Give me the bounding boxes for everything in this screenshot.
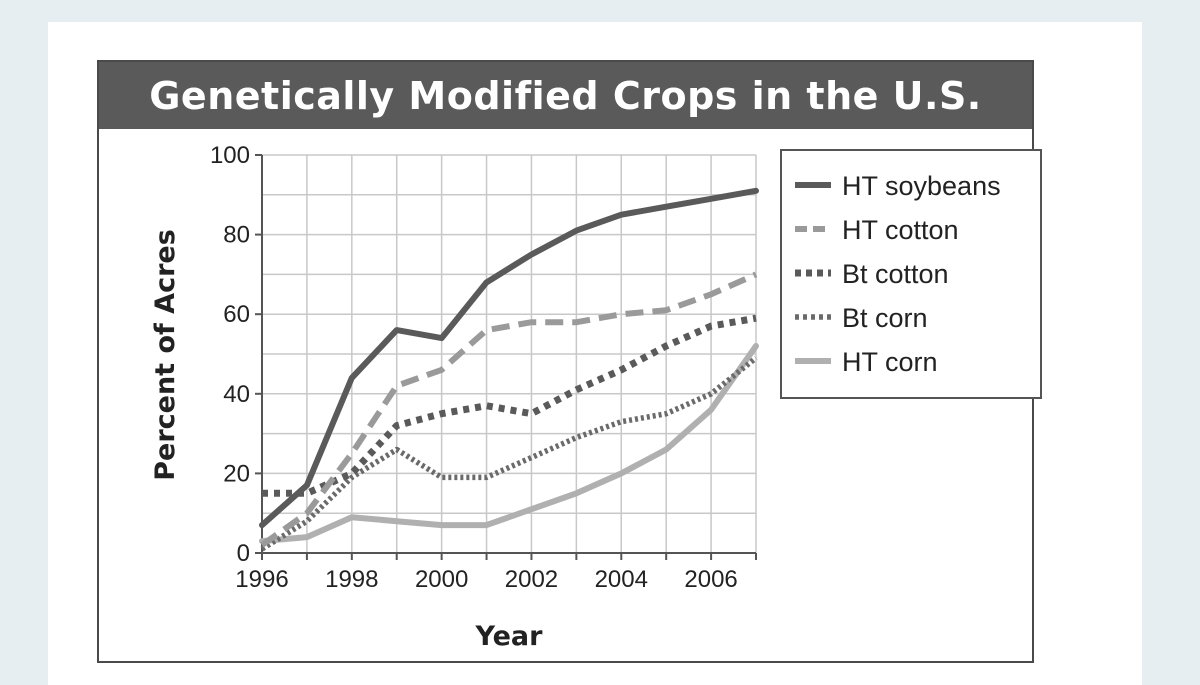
x-tick-label: 2004 [595, 566, 648, 593]
series-line-bt-corn [260, 355, 758, 552]
legend-label: Bt corn [842, 303, 928, 333]
y-tick-label: 60 [223, 301, 250, 328]
series-line-ht-soybeans [259, 187, 759, 529]
legend-label: Bt cotton [842, 259, 949, 289]
y-tick-label: 20 [223, 460, 250, 487]
x-tick-label: 2000 [415, 566, 468, 593]
chart-title: Genetically Modified Crops in the U.S. [99, 62, 1032, 129]
y-tick-label: 0 [237, 540, 250, 567]
y-tick-label: 80 [223, 222, 250, 249]
series-line-ht-corn [259, 343, 759, 545]
y-tick-label: 100 [210, 142, 250, 169]
series-line-bt-cotton [262, 314, 757, 497]
x-tick-label: 1998 [325, 566, 378, 593]
x-tick-label: 2006 [684, 566, 737, 593]
series-line-ht-cotton [260, 271, 758, 548]
y-axis-title: Percent of Acres [150, 229, 181, 481]
legend-box [780, 149, 1042, 399]
legend-label: HT cotton [842, 215, 959, 245]
legend-label: HT soybeans [842, 171, 1001, 201]
x-tick-label: 1996 [235, 566, 288, 593]
x-tick-label: 2002 [505, 566, 558, 593]
y-tick-label: 40 [223, 381, 250, 408]
legend-label: HT corn [842, 347, 938, 377]
x-axis-title: Year [475, 621, 544, 652]
